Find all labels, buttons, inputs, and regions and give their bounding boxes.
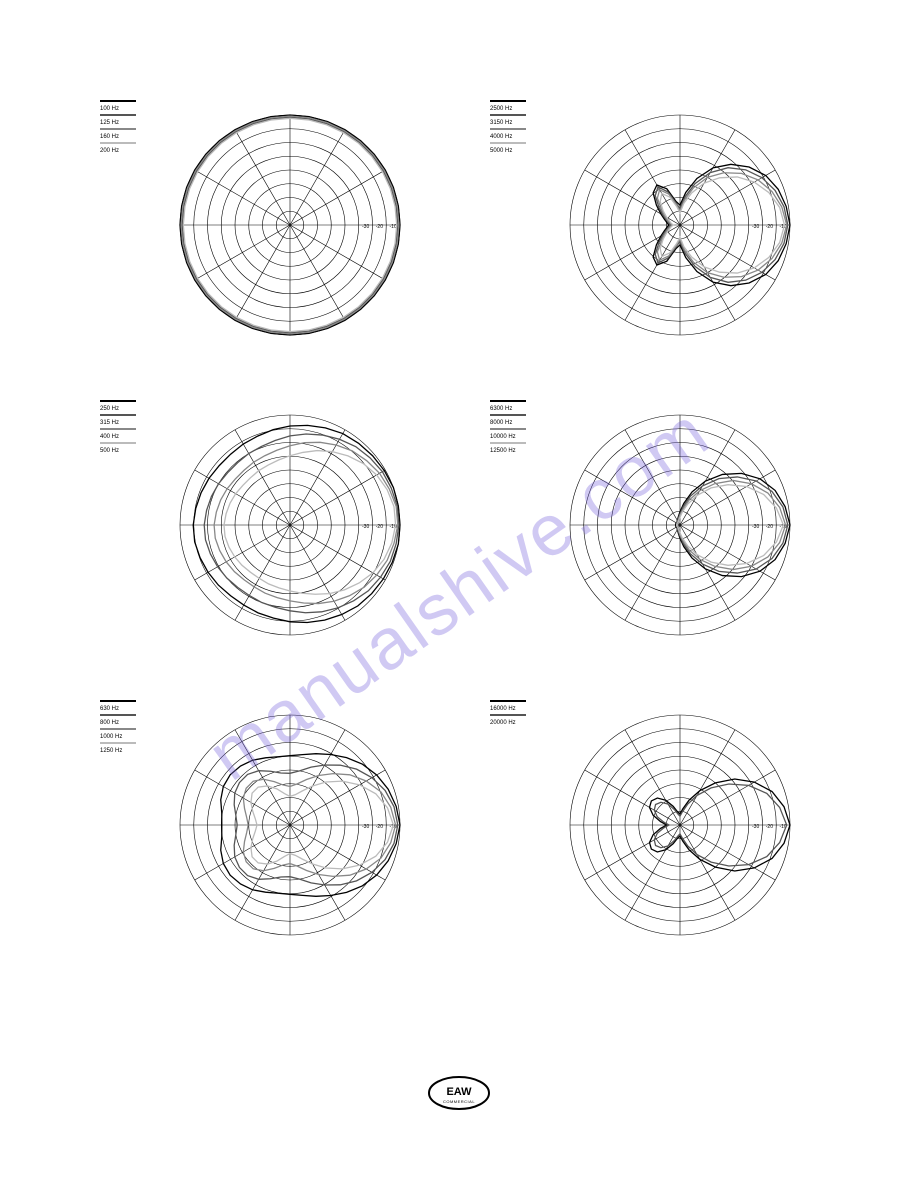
polar-3: -10-20-30 <box>540 390 820 640</box>
logo-text: EAW <box>446 1086 472 1098</box>
legend-swatch <box>100 700 136 702</box>
legend-swatch <box>490 400 526 402</box>
legend-swatch <box>490 128 526 130</box>
svg-text:-30: -30 <box>752 524 759 530</box>
polar-0: -10-20-30 <box>150 90 430 340</box>
svg-text:-30: -30 <box>752 224 759 230</box>
legend-swatch <box>490 714 526 716</box>
svg-text:-20: -20 <box>376 824 383 830</box>
chart-cell-3: 6300 Hz8000 Hz10000 Hz12500 Hz -10-20-30 <box>490 390 820 690</box>
legend-label: 1250 Hz <box>100 748 150 754</box>
legend-label: 160 Hz <box>100 134 150 140</box>
chart-cell-1: 2500 Hz3150 Hz4000 Hz5000 Hz -10-20-30 <box>490 90 820 390</box>
legend-label: 4000 Hz <box>490 134 540 140</box>
legend-label: 10000 Hz <box>490 434 540 440</box>
legend-swatch <box>100 100 136 102</box>
polar-5: -10-20-30 <box>540 690 820 940</box>
chart-cell-5: 16000 Hz20000 Hz -10-20-30 <box>490 690 820 990</box>
legend-swatch <box>100 442 136 444</box>
legend-label: 2500 Hz <box>490 106 540 112</box>
svg-text:-30: -30 <box>362 224 369 230</box>
legend-swatch <box>100 114 136 116</box>
legend-label: 16000 Hz <box>490 706 540 712</box>
chart-cell-0: 100 Hz125 Hz160 Hz200 Hz -10-20-30 <box>100 90 430 390</box>
legend-label: 200 Hz <box>100 148 150 154</box>
legend-swatch <box>490 442 526 444</box>
svg-text:-20: -20 <box>766 824 773 830</box>
legend-swatch <box>100 742 136 744</box>
legend-swatch <box>100 728 136 730</box>
legend-swatch <box>490 700 526 702</box>
polar-4: -10-20-30 <box>150 690 430 940</box>
legend-label: 500 Hz <box>100 448 150 454</box>
legend-4: 630 Hz 800 Hz 1000 Hz 1250 Hz <box>100 690 150 756</box>
legend-label: 250 Hz <box>100 406 150 412</box>
svg-text:-20: -20 <box>766 224 773 230</box>
legend-swatch <box>100 414 136 416</box>
logo-sub: COMMERCIAL <box>443 1099 475 1104</box>
svg-text:-20: -20 <box>376 524 383 530</box>
legend-label: 8000 Hz <box>490 420 540 426</box>
legend-label: 3150 Hz <box>490 120 540 126</box>
legend-label: 630 Hz <box>100 706 150 712</box>
legend-swatch <box>490 428 526 430</box>
legend-label: 1000 Hz <box>100 734 150 740</box>
legend-swatch <box>100 142 136 144</box>
svg-text:-20: -20 <box>766 524 773 530</box>
legend-label: 400 Hz <box>100 434 150 440</box>
chart-grid: 100 Hz125 Hz160 Hz200 Hz -10-20-30 2500 … <box>100 90 820 990</box>
legend-label: 12500 Hz <box>490 448 540 454</box>
chart-cell-2: 250 Hz315 Hz400 Hz500 Hz -10-20-30 <box>100 390 430 690</box>
polar-1: -10-20-30 <box>540 90 820 340</box>
legend-swatch <box>100 128 136 130</box>
legend-swatch <box>490 142 526 144</box>
legend-swatch <box>490 100 526 102</box>
legend-label: 20000 Hz <box>490 720 540 726</box>
svg-text:-30: -30 <box>362 524 369 530</box>
legend-label: 315 Hz <box>100 420 150 426</box>
legend-label: 125 Hz <box>100 120 150 126</box>
legend-swatch <box>100 714 136 716</box>
chart-cell-4: 630 Hz800 Hz1000 Hz1250 Hz -10-20-30 <box>100 690 430 990</box>
legend-swatch <box>490 114 526 116</box>
legend-swatch <box>100 400 136 402</box>
legend-3: 6300 Hz 8000 Hz 10000 Hz 12500 Hz <box>490 390 540 456</box>
legend-label: 100 Hz <box>100 106 150 112</box>
legend-swatch <box>490 414 526 416</box>
legend-0: 100 Hz 125 Hz 160 Hz 200 Hz <box>100 90 150 156</box>
legend-label: 6300 Hz <box>490 406 540 412</box>
legend-2: 250 Hz 315 Hz 400 Hz 500 Hz <box>100 390 150 456</box>
legend-1: 2500 Hz 3150 Hz 4000 Hz 5000 Hz <box>490 90 540 156</box>
legend-5: 16000 Hz 20000 Hz <box>490 690 540 728</box>
svg-text:-30: -30 <box>752 824 759 830</box>
polar-2: -10-20-30 <box>150 390 430 640</box>
legend-label: 800 Hz <box>100 720 150 726</box>
svg-text:-30: -30 <box>362 824 369 830</box>
svg-text:-20: -20 <box>376 224 383 230</box>
footer-logo: EAW COMMERCIAL <box>424 1073 494 1118</box>
legend-label: 5000 Hz <box>490 148 540 154</box>
legend-swatch <box>100 428 136 430</box>
